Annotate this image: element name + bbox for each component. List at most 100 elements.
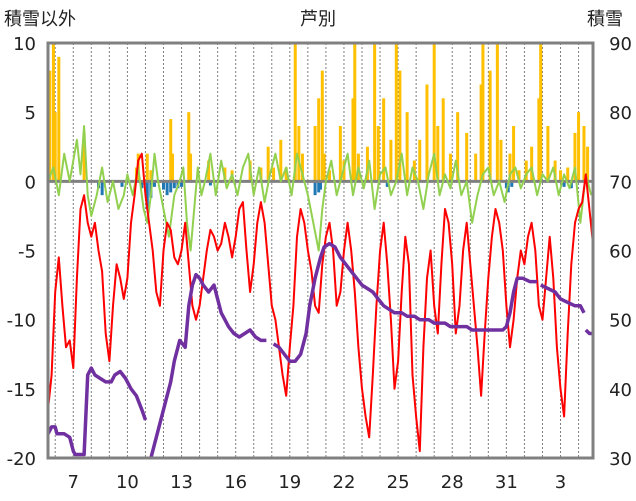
precip-bar [279, 139, 283, 182]
y-right-tick-label: 40 [609, 380, 632, 401]
precip-bar [499, 139, 503, 182]
x-tick-label: 13 [170, 472, 193, 493]
precip-bar [537, 98, 541, 182]
precip-bar [284, 167, 288, 182]
series-line-2 [539, 283, 586, 314]
y-right-tick-label: 60 [609, 242, 632, 263]
precip-bar [171, 153, 175, 182]
precip-bar [479, 84, 483, 182]
negative-bar [172, 181, 176, 189]
precip-bar [524, 160, 528, 182]
precip-bar [57, 56, 61, 182]
negative-bar [165, 181, 169, 196]
negative-bar [319, 181, 322, 190]
precip-bar [48, 70, 52, 182]
y-left-tick-label: -5 [18, 242, 36, 263]
precip-bar [351, 98, 355, 182]
precip-bar [586, 146, 590, 182]
y-right-tick-label: 50 [609, 311, 632, 332]
precip-bar [566, 167, 570, 182]
precip-bar [207, 160, 211, 182]
precip-bar [169, 119, 173, 182]
precip-bar [353, 43, 357, 182]
precip-bar [456, 112, 460, 182]
precip-bar [266, 146, 270, 182]
precip-bar [539, 43, 543, 182]
negative-bar [169, 181, 173, 193]
precip-bar [51, 43, 55, 182]
precip-bar [512, 126, 516, 182]
series-lines [46, 125, 594, 459]
precip-bar [418, 139, 422, 182]
precip-bar [293, 43, 297, 182]
precip-bars [48, 43, 590, 182]
negative-bar [100, 181, 104, 196]
precip-bar [373, 43, 377, 182]
precip-bar [328, 170, 332, 182]
chart-title: 芦別 [300, 9, 336, 30]
negative-bar [120, 181, 124, 187]
y-left-tick-label: 0 [25, 172, 36, 193]
precip-bar [582, 126, 586, 182]
negative-bar [208, 181, 212, 186]
negative-bar [140, 181, 144, 189]
precip-bar [405, 112, 409, 182]
y-left-tick-label: 5 [25, 103, 36, 124]
precip-bar [436, 126, 440, 182]
precip-bar [546, 126, 550, 182]
series-line-2 [149, 272, 267, 459]
x-tick-label: 28 [441, 472, 464, 493]
precip-bar [495, 43, 499, 182]
precip-bar [365, 146, 369, 182]
y-left-tick-label: -15 [7, 380, 36, 401]
precip-bar [481, 43, 485, 182]
precip-bar [320, 70, 324, 182]
right-axis-ticks: 90 80 70 60 50 40 30 [609, 34, 632, 470]
precip-bar [317, 98, 321, 182]
y-right-tick-label: 30 [609, 449, 632, 470]
y-left-tick-label: 10 [13, 34, 36, 55]
precip-bar [272, 167, 276, 182]
y-left-tick-label: -10 [7, 311, 36, 332]
y-right-tick-label: 80 [609, 103, 632, 124]
precip-bar [82, 132, 86, 182]
negative-bar [317, 181, 321, 193]
negative-bar [562, 181, 566, 187]
negative-bar [313, 181, 317, 196]
x-tick-label: 31 [495, 472, 518, 493]
precip-bar [465, 132, 469, 182]
left-axis-ticks: 10 5 0 -5 -10 -15 -20 [7, 34, 36, 470]
y-right-tick-label: 70 [609, 172, 632, 193]
precip-bar [448, 153, 452, 182]
precip-bar [553, 160, 557, 182]
negative-bar [180, 181, 184, 187]
x-tick-label: 16 [224, 472, 247, 493]
negative-bar [152, 181, 156, 187]
precip-bar [517, 170, 521, 182]
x-tick-label: 22 [333, 472, 356, 493]
precip-bar [300, 153, 304, 182]
right-axis-label: 積雪 [587, 9, 623, 30]
x-tick-label: 7 [68, 472, 79, 493]
x-tick-label: 10 [116, 472, 139, 493]
precip-bar [474, 153, 478, 182]
precip-bar [441, 98, 445, 182]
precip-bar [297, 126, 301, 182]
left-axis-label: 積雪以外 [4, 9, 76, 30]
y-left-tick-label: -20 [7, 449, 36, 470]
precip-bar [145, 153, 149, 182]
negative-bar [504, 181, 508, 189]
precip-bar [432, 43, 436, 182]
precip-bar [530, 146, 534, 182]
precip-bar [425, 84, 429, 182]
negative-bar [161, 181, 165, 190]
series-line-2 [46, 366, 148, 457]
precip-bar [382, 98, 386, 182]
vertical-gridlines [54, 43, 580, 458]
precip-bar [313, 126, 317, 182]
precip-bar [573, 132, 577, 182]
x-tick-label: 25 [387, 472, 410, 493]
precip-bar [488, 70, 492, 182]
